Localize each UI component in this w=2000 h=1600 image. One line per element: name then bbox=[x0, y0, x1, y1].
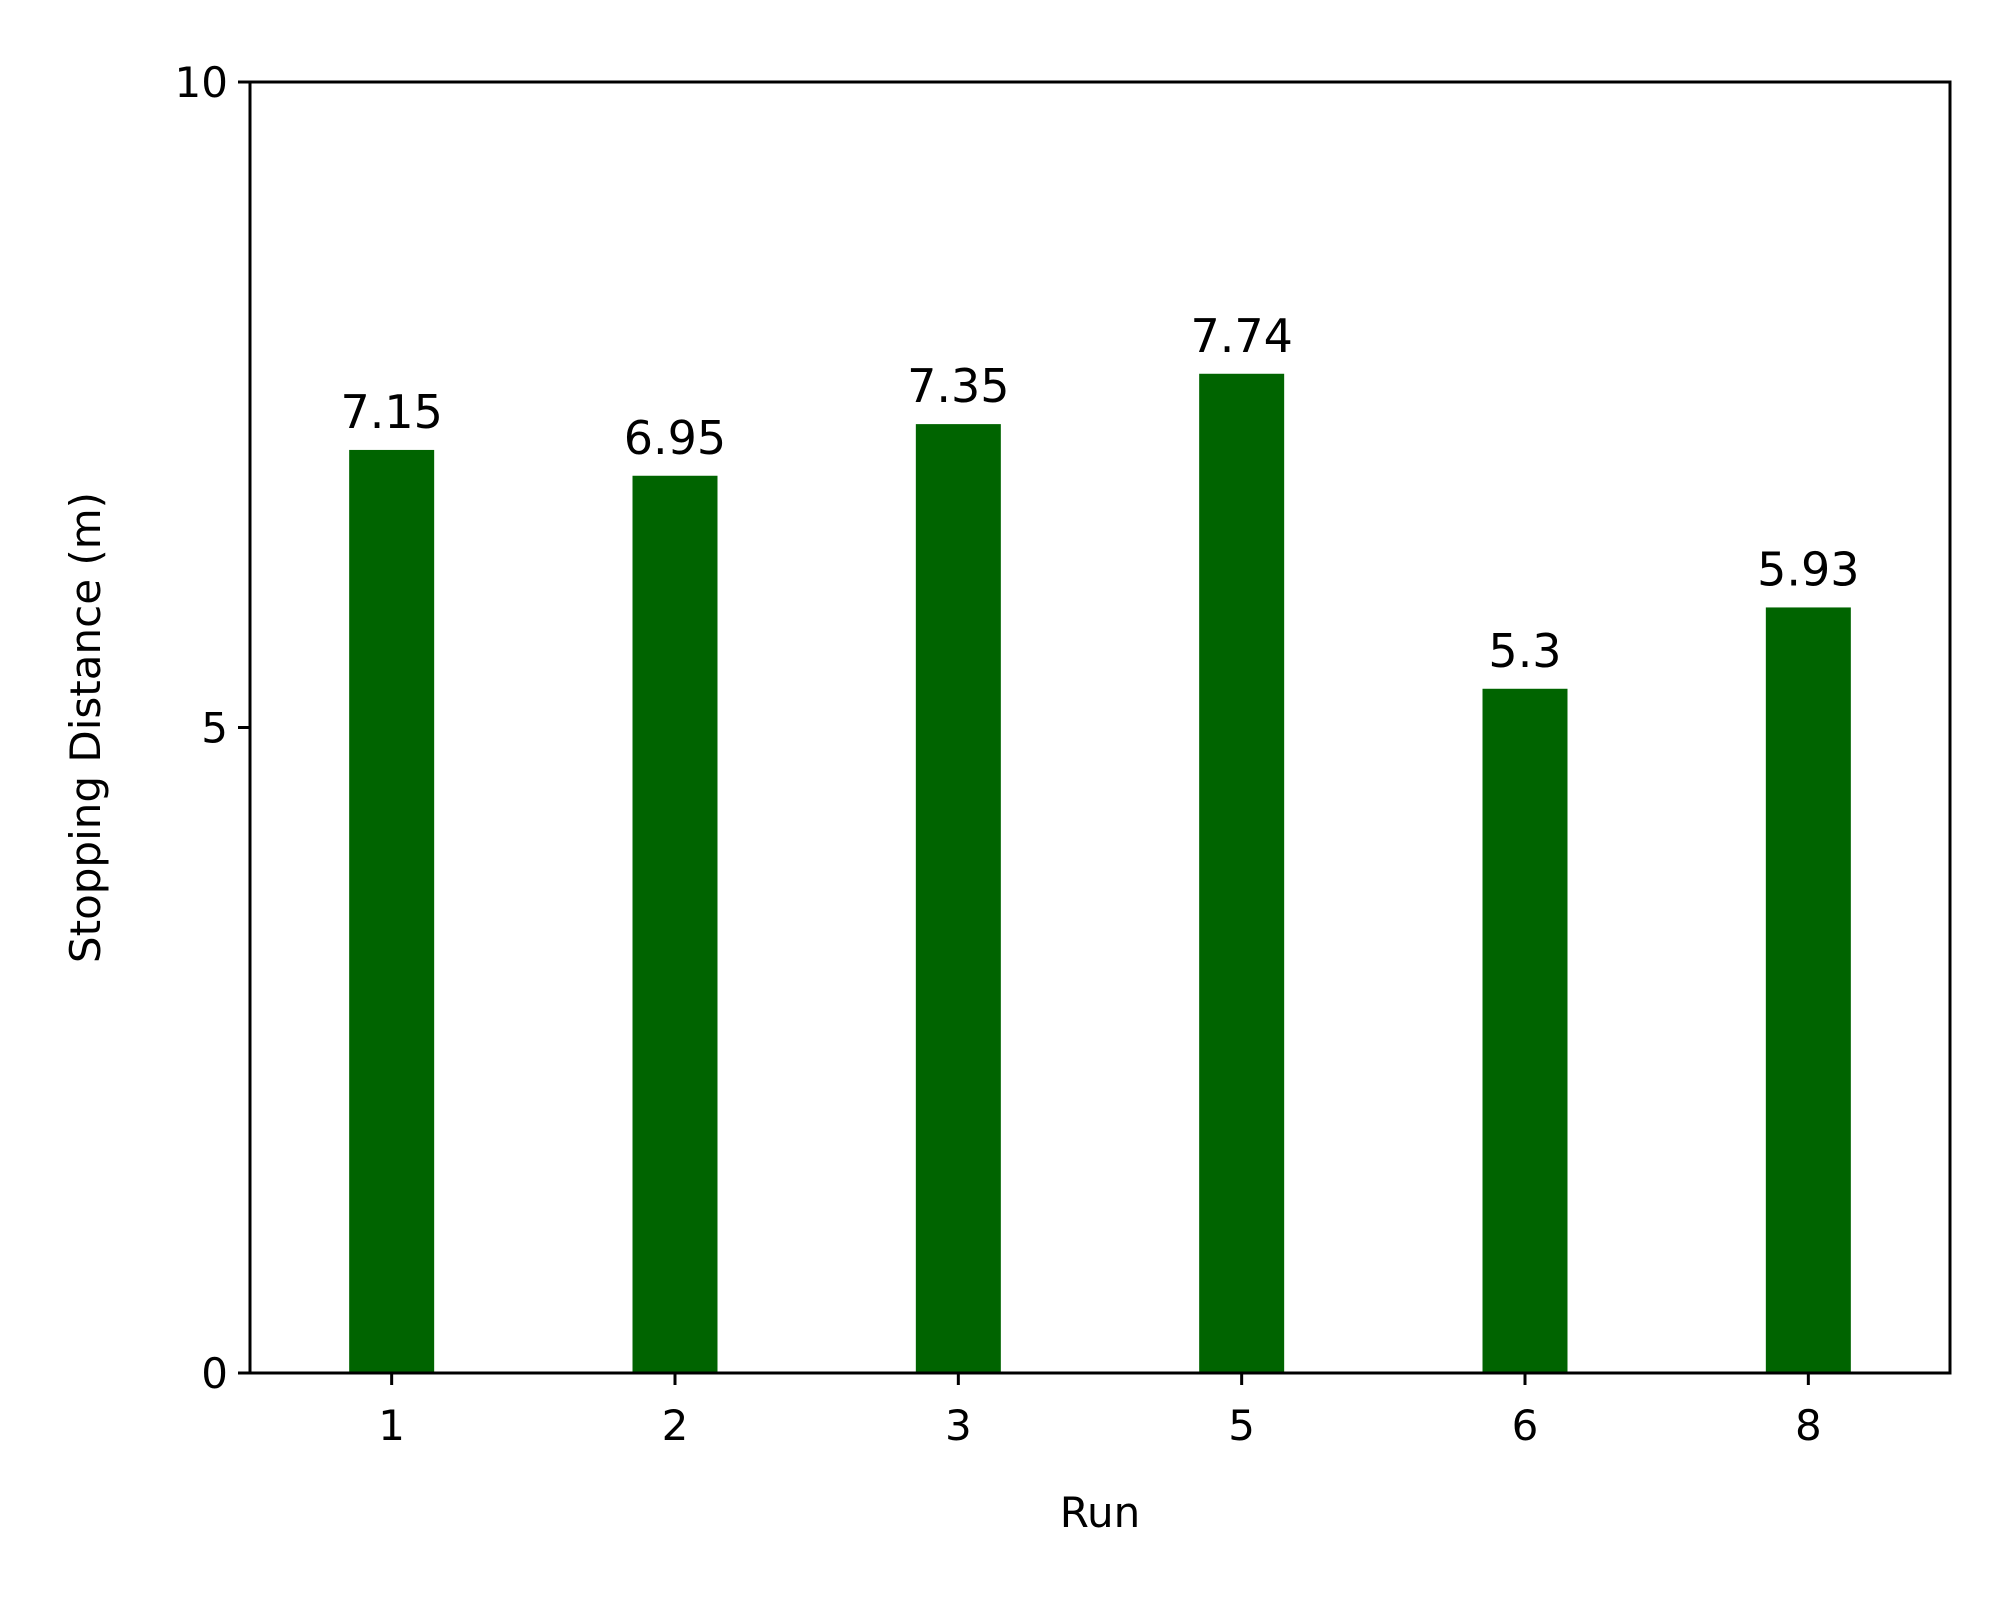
bar-run-6 bbox=[1482, 688, 1568, 1373]
x-tick-label: 2 bbox=[662, 1401, 689, 1450]
y-tick-label: 10 bbox=[175, 58, 228, 107]
y-tick-label: 5 bbox=[201, 704, 228, 753]
x-axis-title: Run bbox=[1060, 1488, 1141, 1537]
data-label-run-5: 7.74 bbox=[1190, 309, 1292, 363]
bar-run-3 bbox=[915, 424, 1001, 1373]
data-label-run-3: 7.35 bbox=[907, 359, 1009, 413]
bar-run-5 bbox=[1199, 373, 1285, 1373]
x-tick-label: 6 bbox=[1512, 1401, 1539, 1450]
data-label-run-2: 6.95 bbox=[624, 411, 726, 465]
y-axis: 0 5 10 bbox=[175, 58, 250, 1398]
bar-run-8 bbox=[1765, 607, 1851, 1373]
x-tick-label: 5 bbox=[1228, 1401, 1255, 1450]
x-tick-label: 1 bbox=[378, 1401, 405, 1450]
data-label-run-6: 5.3 bbox=[1488, 624, 1561, 678]
x-axis: 1 2 3 5 6 8 bbox=[378, 1373, 1822, 1450]
plot-frame bbox=[248, 80, 1952, 1375]
data-labels-layer: 7.15 6.95 7.35 7.74 5.3 5.93 bbox=[340, 309, 1859, 678]
bars-layer bbox=[349, 373, 1851, 1373]
x-tick-label: 3 bbox=[945, 1401, 972, 1450]
data-label-run-1: 7.15 bbox=[340, 385, 442, 439]
y-axis-title: Stopping Distance (m) bbox=[61, 492, 110, 963]
bar-run-1 bbox=[349, 449, 435, 1373]
data-label-run-8: 5.93 bbox=[1757, 542, 1859, 596]
x-tick-label: 8 bbox=[1795, 1401, 1822, 1450]
y-tick-label: 0 bbox=[201, 1349, 228, 1398]
bar-run-2 bbox=[632, 475, 718, 1373]
